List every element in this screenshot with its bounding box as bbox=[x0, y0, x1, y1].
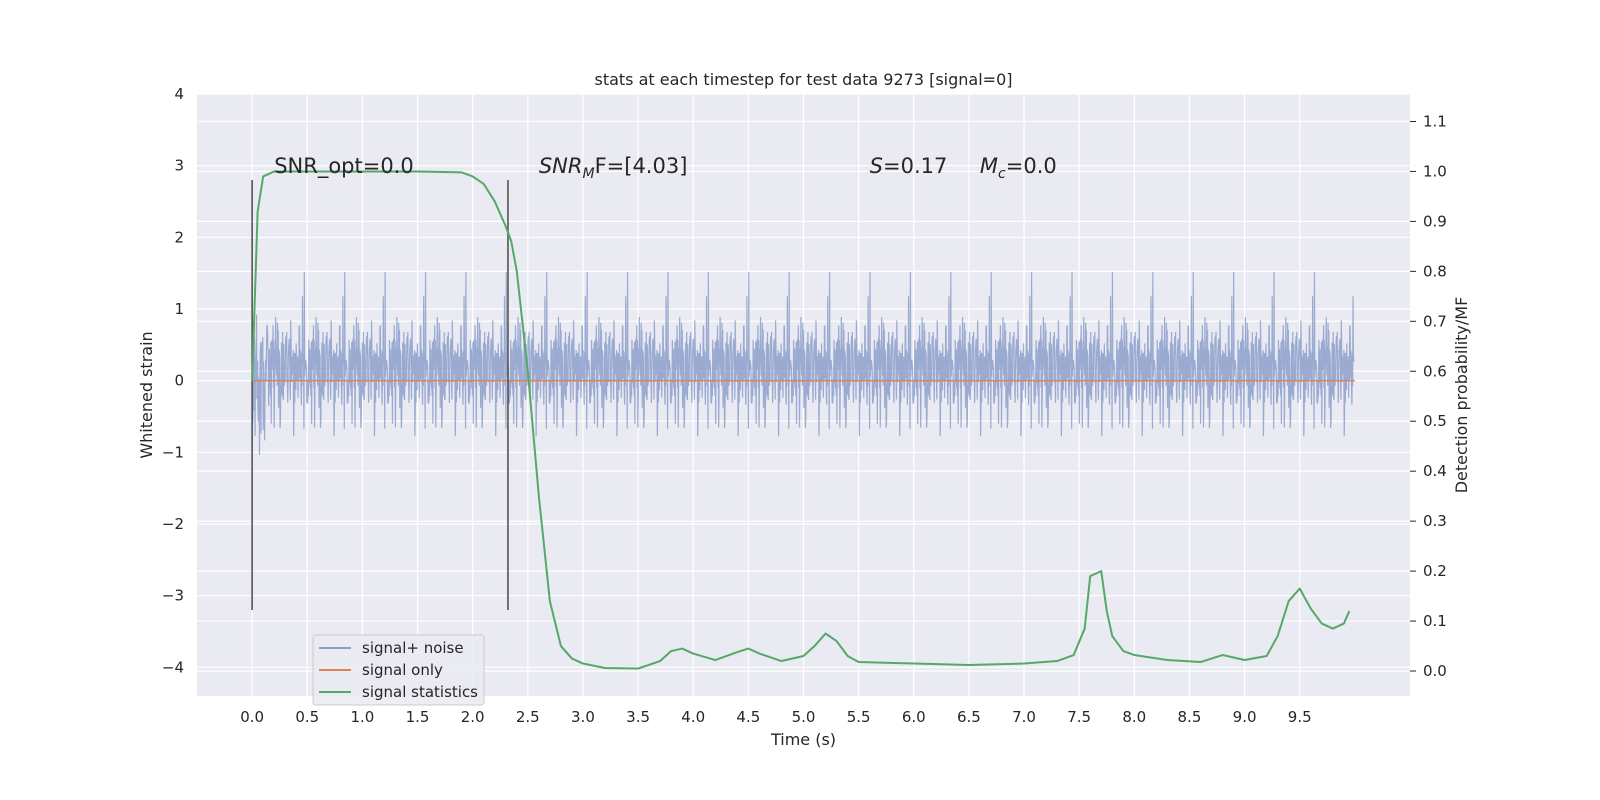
x-tick-label: 1.5 bbox=[406, 708, 430, 726]
x-tick-label: 7.5 bbox=[1067, 708, 1091, 726]
annotation-subscript: c bbox=[998, 166, 1006, 182]
y-tick-label: 3 bbox=[174, 157, 184, 175]
y-tick-label: −3 bbox=[162, 587, 184, 605]
legend: signal+ noise signal only signal statist… bbox=[312, 634, 485, 706]
x-tick-label: 8.5 bbox=[1178, 708, 1202, 726]
x-tick-label: 7.0 bbox=[1012, 708, 1036, 726]
y-tick-label: 0 bbox=[174, 372, 184, 390]
x-tick-label: 4.0 bbox=[681, 708, 705, 726]
x-tick-label: 0.5 bbox=[295, 708, 319, 726]
x-tick-label: 9.0 bbox=[1233, 708, 1257, 726]
y2-tick-label: 0.2 bbox=[1423, 562, 1447, 580]
y-tick-label: −1 bbox=[162, 443, 184, 461]
chart-title: stats at each timestep for test data 927… bbox=[594, 70, 1012, 89]
signal-plus-noise-series bbox=[251, 272, 1355, 455]
y-tick-label: −4 bbox=[162, 658, 184, 676]
y2-tick-label: 0.9 bbox=[1423, 212, 1447, 230]
x-tick-label: 8.0 bbox=[1122, 708, 1146, 726]
annotation-subscript: M bbox=[582, 166, 594, 182]
y2-tick-label: 1.0 bbox=[1423, 162, 1447, 180]
x-tick-label: 2.5 bbox=[516, 708, 540, 726]
x-tick-label: 2.0 bbox=[461, 708, 485, 726]
annotation-text: SNR_opt=0.0 bbox=[274, 154, 414, 179]
y-tick-label: 4 bbox=[174, 85, 184, 103]
x-tick-label: 0.0 bbox=[240, 708, 264, 726]
y2-axis-label: Detection probability/MF bbox=[1452, 297, 1471, 494]
x-tick-label: 6.0 bbox=[902, 708, 926, 726]
y-tick-labels: −4 −3 −2 −1 0 1 2 3 4 bbox=[162, 85, 184, 676]
annotation-symbol: SNR bbox=[539, 154, 583, 178]
x-tick-label: 3.5 bbox=[626, 708, 650, 726]
vertical-markers bbox=[251, 180, 509, 610]
y2-tick-label: 0.4 bbox=[1423, 462, 1447, 480]
y2-tick-label: 0.6 bbox=[1423, 362, 1447, 380]
y-tick-label: 2 bbox=[174, 228, 184, 246]
y2-tick-label: 0.1 bbox=[1423, 612, 1447, 630]
x-tick-label: 5.5 bbox=[847, 708, 871, 726]
signal-plus-noise-line bbox=[251, 272, 1355, 455]
y-tick-label: −2 bbox=[162, 515, 184, 533]
annotation-value: =0.17 bbox=[883, 154, 947, 178]
y2-tick-label: 0.0 bbox=[1423, 662, 1447, 680]
legend-box bbox=[312, 634, 485, 706]
annotation-text: Mc=0.0 bbox=[980, 154, 1057, 182]
x-tick-labels: 0.0 0.5 1.0 1.5 2.0 2.5 3.0 3.5 4.0 4.5 5.0 5.5 6.0 6… bbox=[240, 708, 1311, 726]
legend-label-signal-statistics: signal statistics bbox=[362, 683, 478, 701]
x-axis-label: Time (s) bbox=[770, 730, 836, 749]
annotation-symbol: M bbox=[980, 154, 998, 178]
y-axis-label: Whitened strain bbox=[137, 331, 156, 458]
annotation-value: F=[4.03] bbox=[595, 154, 688, 178]
signal-statistics-series bbox=[251, 170, 1351, 670]
annotation-symbol: S bbox=[870, 154, 883, 178]
signal-statistics-line bbox=[251, 170, 1351, 670]
x-tick-label: 5.0 bbox=[792, 708, 816, 726]
x-tick-label: 3.0 bbox=[571, 708, 595, 726]
x-tick-label: 9.5 bbox=[1288, 708, 1312, 726]
annotation-value: =0.0 bbox=[1006, 154, 1057, 178]
annotation-text: S=0.17 bbox=[870, 154, 948, 178]
x-tick-label: 4.5 bbox=[736, 708, 760, 726]
annotation-text: SNRMF=[4.03] bbox=[539, 154, 688, 182]
y-tick-label: 1 bbox=[174, 300, 184, 318]
legend-label-signal-noise: signal+ noise bbox=[362, 639, 464, 657]
y2-tick-label: 0.8 bbox=[1423, 262, 1447, 280]
y2-tick-label: 0.3 bbox=[1423, 512, 1447, 530]
legend-label-signal-only: signal only bbox=[362, 661, 443, 679]
annotations: SNR_opt=0.0 SNRMF=[4.03] S=0.17 Mc=0.0 bbox=[274, 154, 1057, 182]
x-tick-label: 1.0 bbox=[350, 708, 374, 726]
y2-tick-label: 1.1 bbox=[1423, 112, 1447, 130]
y2-tick-label: 0.7 bbox=[1423, 312, 1447, 330]
y2-tick-label: 0.5 bbox=[1423, 412, 1447, 430]
x-tick-label: 6.5 bbox=[957, 708, 981, 726]
y2-tick-labels: 0.0 0.1 0.2 0.3 0.4 0.5 0.6 0.7 0.8 0.9 1.0 1.1 bbox=[1410, 112, 1447, 680]
